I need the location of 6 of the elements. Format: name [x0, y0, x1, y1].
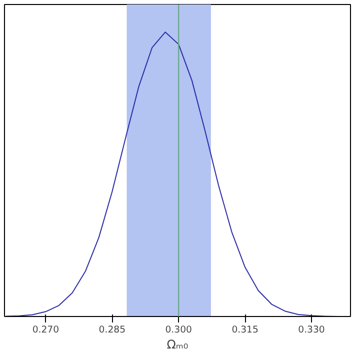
- x-tick-label: 0.270: [32, 324, 60, 336]
- x-axis-title: Ωₘ₀: [166, 338, 188, 352]
- x-tick-label: 0.300: [165, 324, 192, 336]
- x-tick-label: 0.315: [232, 324, 258, 336]
- x-tick-label: 0.330: [298, 324, 325, 336]
- x-tick-label: 0.285: [98, 324, 126, 336]
